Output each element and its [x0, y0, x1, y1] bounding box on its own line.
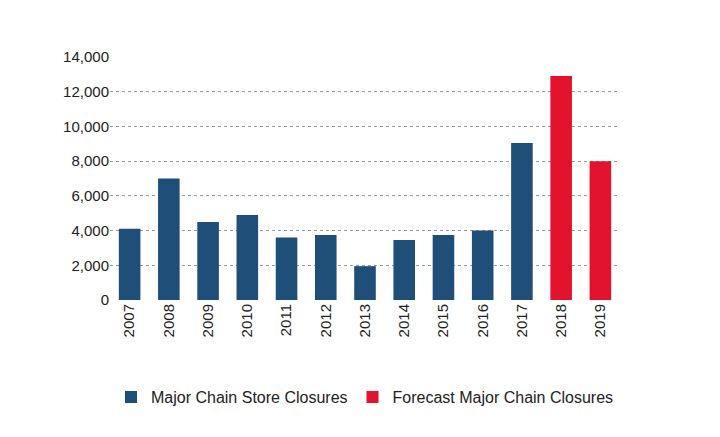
svg-text:2014: 2014 [395, 304, 412, 337]
svg-text:12,000: 12,000 [63, 83, 109, 100]
svg-text:2013: 2013 [356, 304, 373, 337]
svg-text:2018: 2018 [552, 304, 569, 337]
svg-text:4,000: 4,000 [71, 222, 109, 239]
svg-text:2010: 2010 [238, 304, 255, 337]
svg-text:2008: 2008 [160, 304, 177, 337]
svg-text:Forecast Major Chain Closures: Forecast Major Chain Closures [393, 389, 614, 406]
svg-text:2016: 2016 [474, 304, 491, 337]
svg-text:2007: 2007 [120, 304, 137, 337]
svg-text:14,000: 14,000 [63, 48, 109, 65]
svg-text:2,000: 2,000 [71, 257, 109, 274]
svg-text:2011: 2011 [277, 304, 294, 336]
svg-text:2015: 2015 [434, 304, 451, 337]
svg-text:0: 0 [101, 291, 109, 308]
svg-text:2009: 2009 [199, 304, 216, 337]
svg-text:8,000: 8,000 [71, 152, 109, 169]
svg-text:Major Chain Store Closures: Major Chain Store Closures [151, 389, 348, 406]
svg-text:2019: 2019 [591, 304, 608, 337]
svg-text:2017: 2017 [513, 304, 530, 337]
svg-text:10,000: 10,000 [63, 118, 109, 135]
svg-text:2012: 2012 [317, 304, 334, 337]
svg-text:6,000: 6,000 [71, 187, 109, 204]
